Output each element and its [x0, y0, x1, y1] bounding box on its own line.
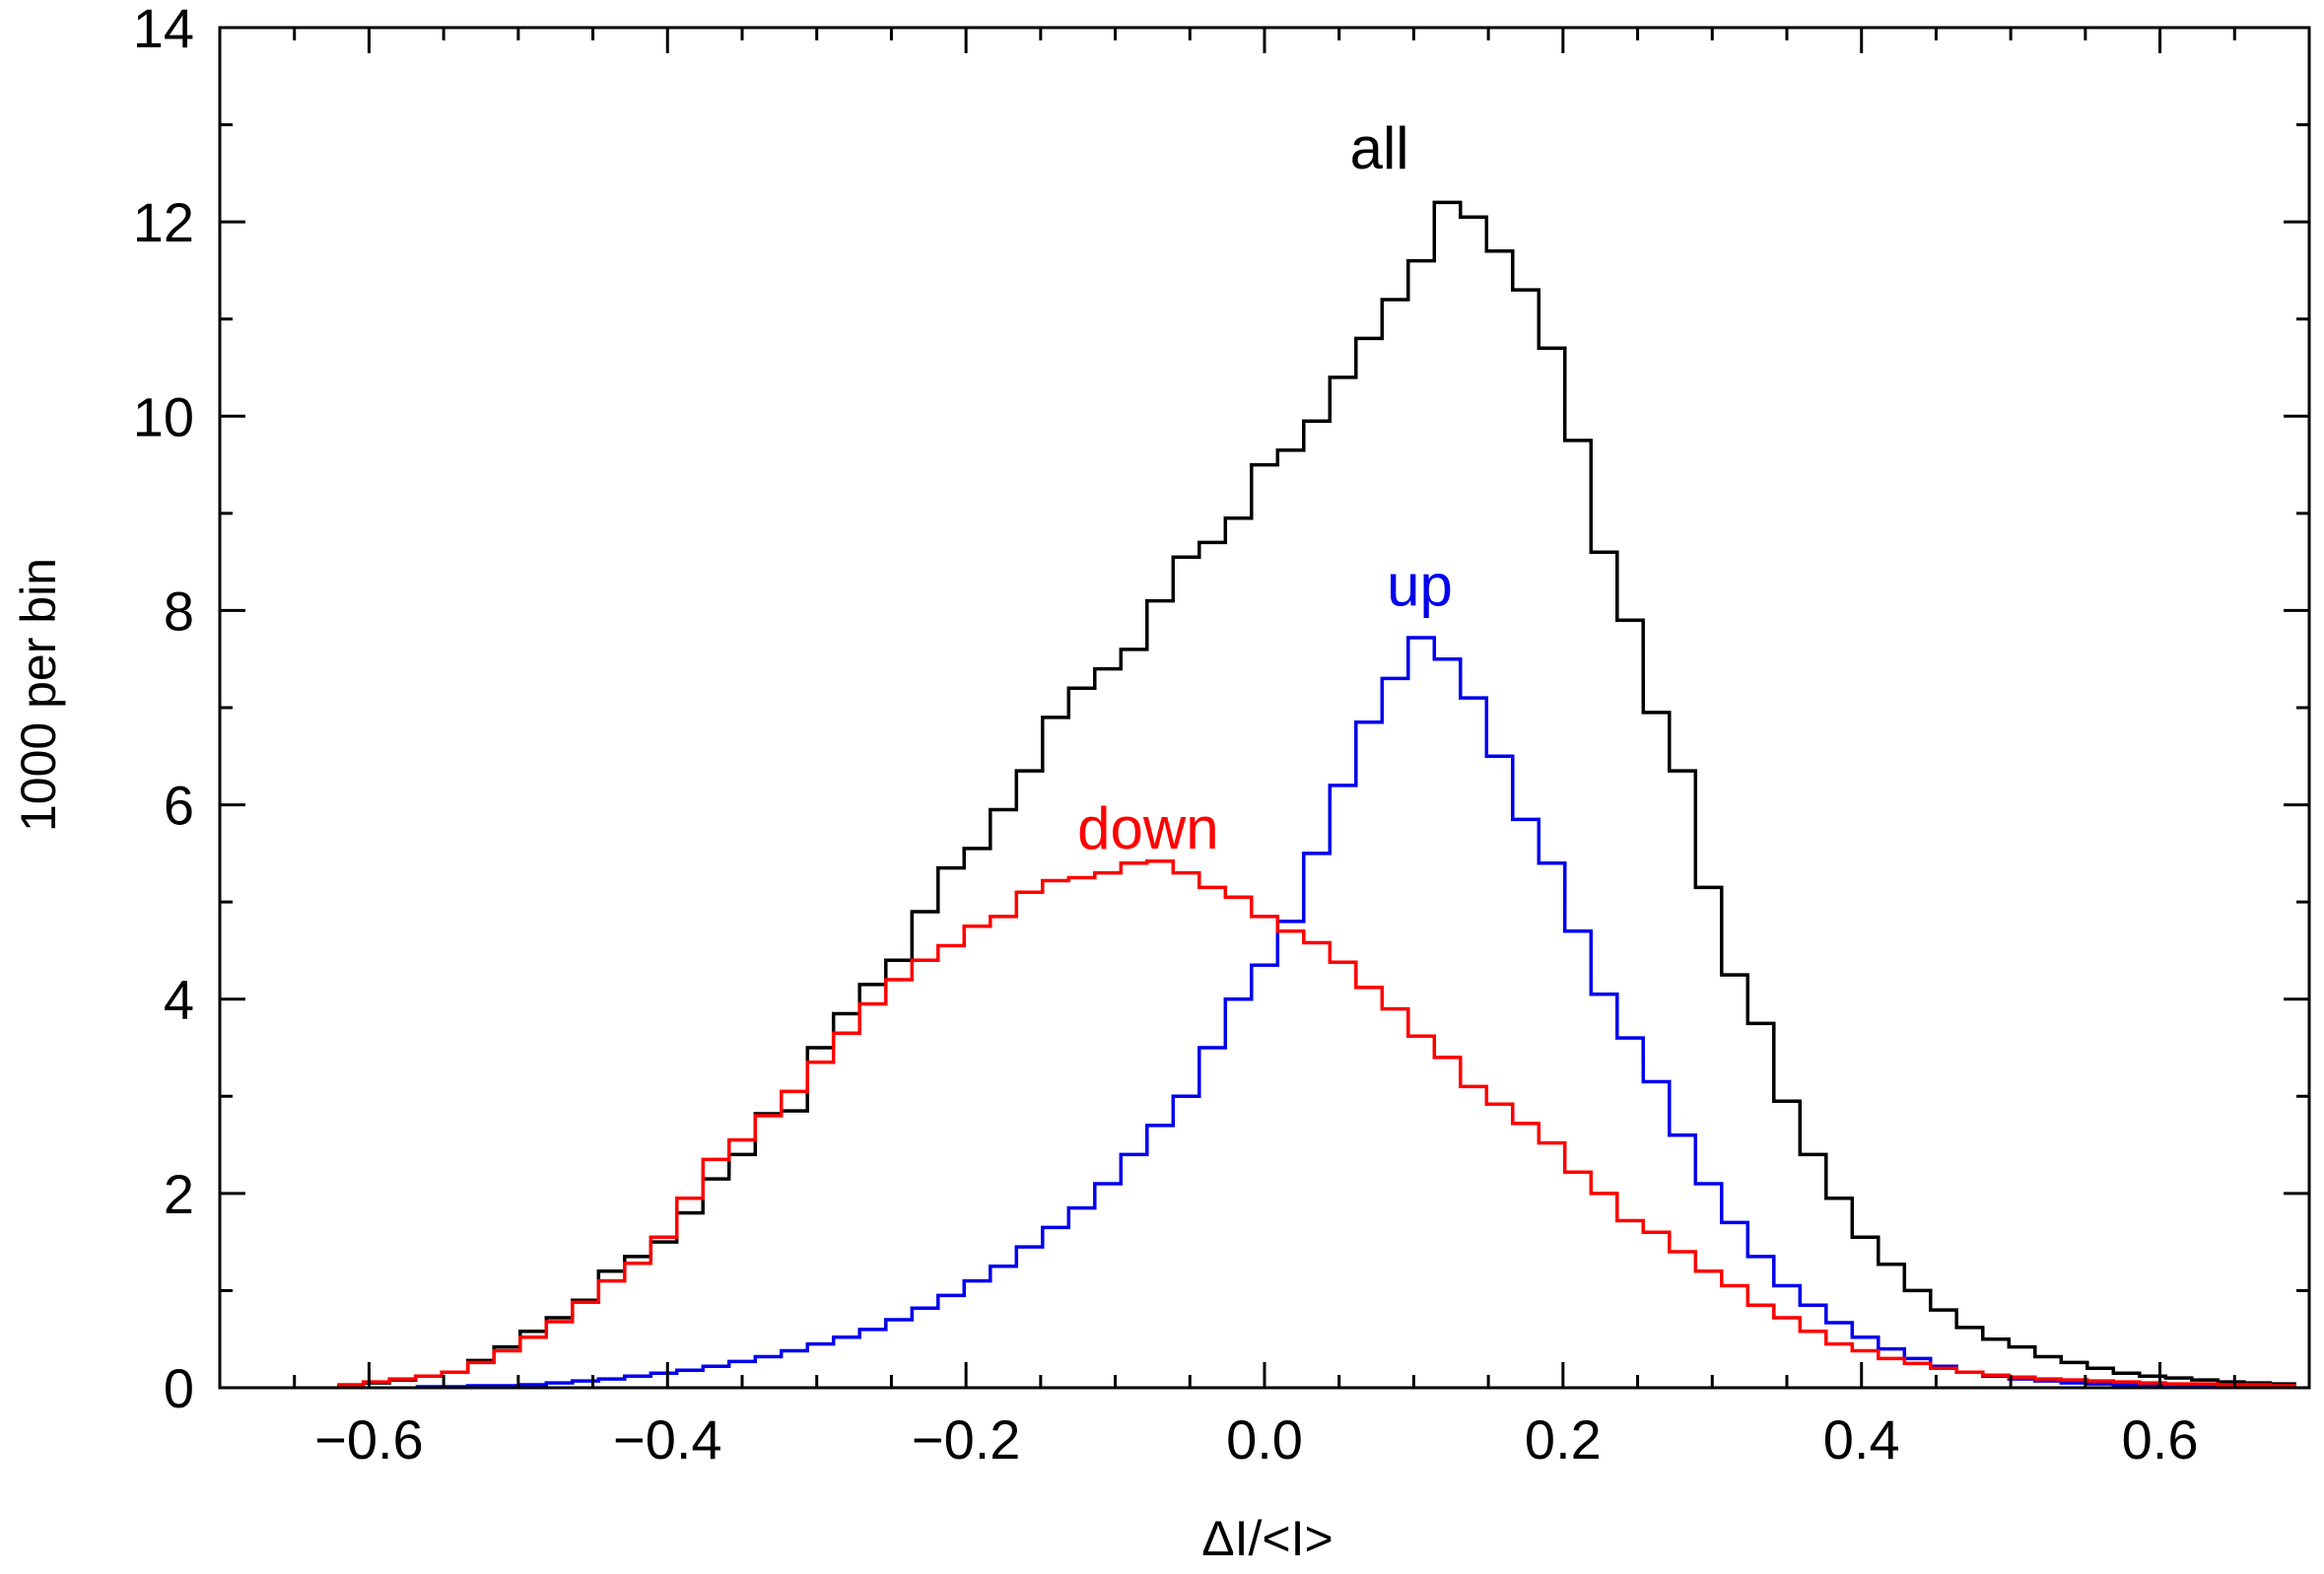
y-axis-label: 1000 per bin — [11, 558, 66, 832]
axis-ticks: −0.6 −0.4 −0.2 0.0 0.2 0.4 0.6 0 2 4 6 8 10 12 14 — [133, 0, 2309, 1471]
y-tick-label: 10 — [133, 385, 194, 447]
x-tick-label: 0.6 — [2122, 1408, 2199, 1471]
series-all-line — [337, 200, 2296, 1388]
series-down-label: down — [1077, 795, 1218, 861]
y-tick-label: 0 — [164, 1357, 194, 1419]
series-layer: all up down — [337, 115, 2296, 1389]
x-tick-label: 0.4 — [1823, 1408, 1900, 1471]
x-axis-label: ΔI/<I> — [1201, 1511, 1333, 1566]
y-tick-label: 2 — [164, 1163, 194, 1225]
y-tick-label: 8 — [164, 580, 194, 642]
x-tick-label: 0.2 — [1525, 1408, 1602, 1471]
plot-frame — [218, 26, 2311, 1390]
y-tick-label: 12 — [133, 191, 194, 253]
x-tick-label: −0.2 — [912, 1408, 1021, 1471]
series-down-line — [337, 858, 2296, 1388]
y-tick-label: 4 — [164, 969, 194, 1031]
x-tick-label: −0.4 — [613, 1408, 722, 1471]
series-up-label: up — [1387, 553, 1453, 619]
x-tick-label: 0.0 — [1226, 1408, 1303, 1471]
series-all-label: all — [1350, 115, 1409, 181]
plot-border — [218, 26, 2311, 1390]
y-tick-label: 14 — [133, 0, 194, 59]
y-tick-label: 6 — [164, 775, 194, 837]
series-up-line — [415, 636, 2296, 1389]
x-tick-label: −0.6 — [314, 1408, 424, 1471]
axis-labels: ΔI/<I> 1000 per bin — [11, 558, 1333, 1566]
